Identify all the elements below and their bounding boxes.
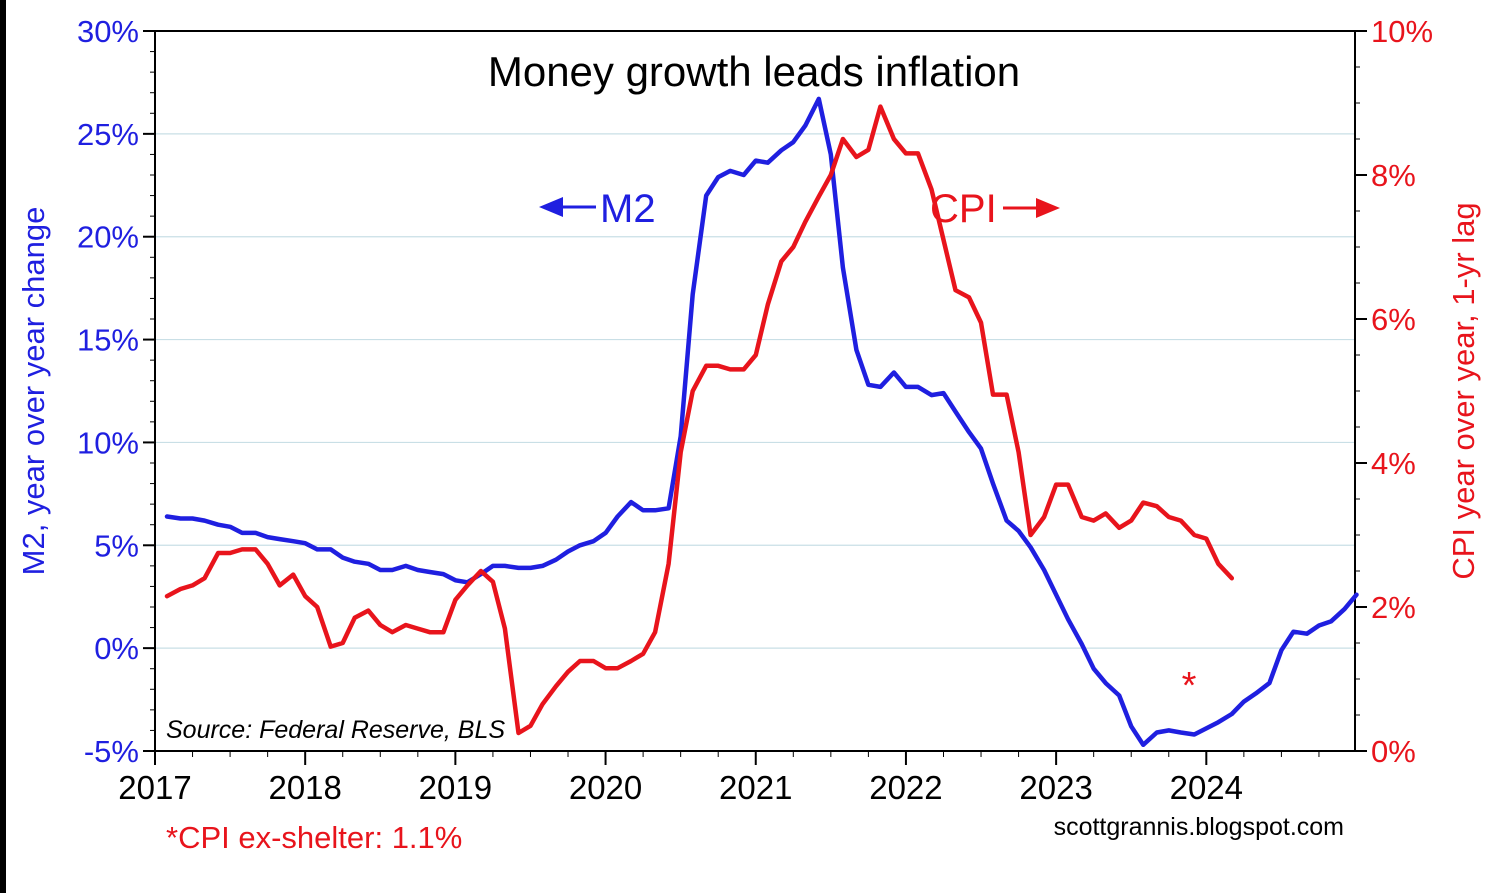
x-tick-label: 2019 bbox=[419, 769, 492, 806]
left-tick-label: 15% bbox=[77, 323, 139, 358]
cpi-label-group: CPI bbox=[930, 187, 1060, 231]
right-tick-label: 6% bbox=[1371, 302, 1416, 337]
right-tick-label: 8% bbox=[1371, 158, 1416, 193]
grid-lines bbox=[155, 133, 1355, 649]
x-tick-label: 2024 bbox=[1170, 769, 1243, 806]
right-tick-label: 2% bbox=[1371, 590, 1416, 625]
x-tick-label: 2017 bbox=[118, 769, 191, 806]
left-tick-label: 0% bbox=[94, 631, 139, 666]
right-axis: 10% 8% 6% 4% 2% 0% bbox=[1355, 14, 1433, 769]
left-axis-label: M2, year over year change bbox=[16, 207, 51, 576]
left-tick-label: 30% bbox=[77, 14, 139, 49]
chart-title: Money growth leads inflation bbox=[488, 48, 1020, 95]
left-tick-label: 20% bbox=[77, 220, 139, 255]
x-tick-label: 2020 bbox=[569, 769, 642, 806]
footnote: *CPI ex-shelter: 1.1% bbox=[166, 820, 462, 855]
x-tick-label: 2018 bbox=[268, 769, 341, 806]
x-tick-label: 2022 bbox=[869, 769, 942, 806]
left-tick-label: 25% bbox=[77, 117, 139, 152]
credit-text: scottgrannis.blogspot.com bbox=[1054, 813, 1344, 841]
chart-frame: 30% 25% 20% 15% 10% 5% 0% -5% 10% 8% 6% 4% 2% 0% 201… bbox=[6, 0, 1486, 893]
source-note: Source: Federal Reserve, BLS bbox=[166, 716, 505, 744]
x-tick-label: 2023 bbox=[1019, 769, 1092, 806]
right-arrow-icon bbox=[1036, 198, 1060, 218]
right-tick-label: 0% bbox=[1371, 734, 1416, 769]
series-group bbox=[164, 96, 1359, 748]
right-tick-label: 10% bbox=[1371, 14, 1433, 49]
asterisk-marker: * bbox=[1182, 665, 1197, 707]
cpi-series-line bbox=[164, 104, 1235, 736]
left-tick-label: -5% bbox=[84, 734, 139, 769]
left-axis: 30% 25% 20% 15% 10% 5% 0% -5% bbox=[77, 14, 155, 769]
right-axis-label: CPI year over year, 1-yr lag bbox=[1446, 202, 1481, 579]
right-tick-label: 4% bbox=[1371, 446, 1416, 481]
cpi-series-label: CPI bbox=[930, 187, 997, 231]
m2-series-line bbox=[164, 96, 1359, 748]
m2-series-label: M2 bbox=[600, 187, 656, 231]
m2-label-group: M2 bbox=[539, 187, 656, 231]
left-arrow-icon bbox=[539, 197, 563, 217]
left-tick-label: 5% bbox=[94, 528, 139, 563]
chart-svg: 30% 25% 20% 15% 10% 5% 0% -5% 10% 8% 6% 4% 2% 0% 201… bbox=[16, 14, 1481, 855]
x-axis: 2017 2018 2019 2020 2021 2022 2023 2024 bbox=[118, 751, 1320, 806]
x-tick-label: 2021 bbox=[719, 769, 792, 806]
left-tick-label: 10% bbox=[77, 425, 139, 460]
